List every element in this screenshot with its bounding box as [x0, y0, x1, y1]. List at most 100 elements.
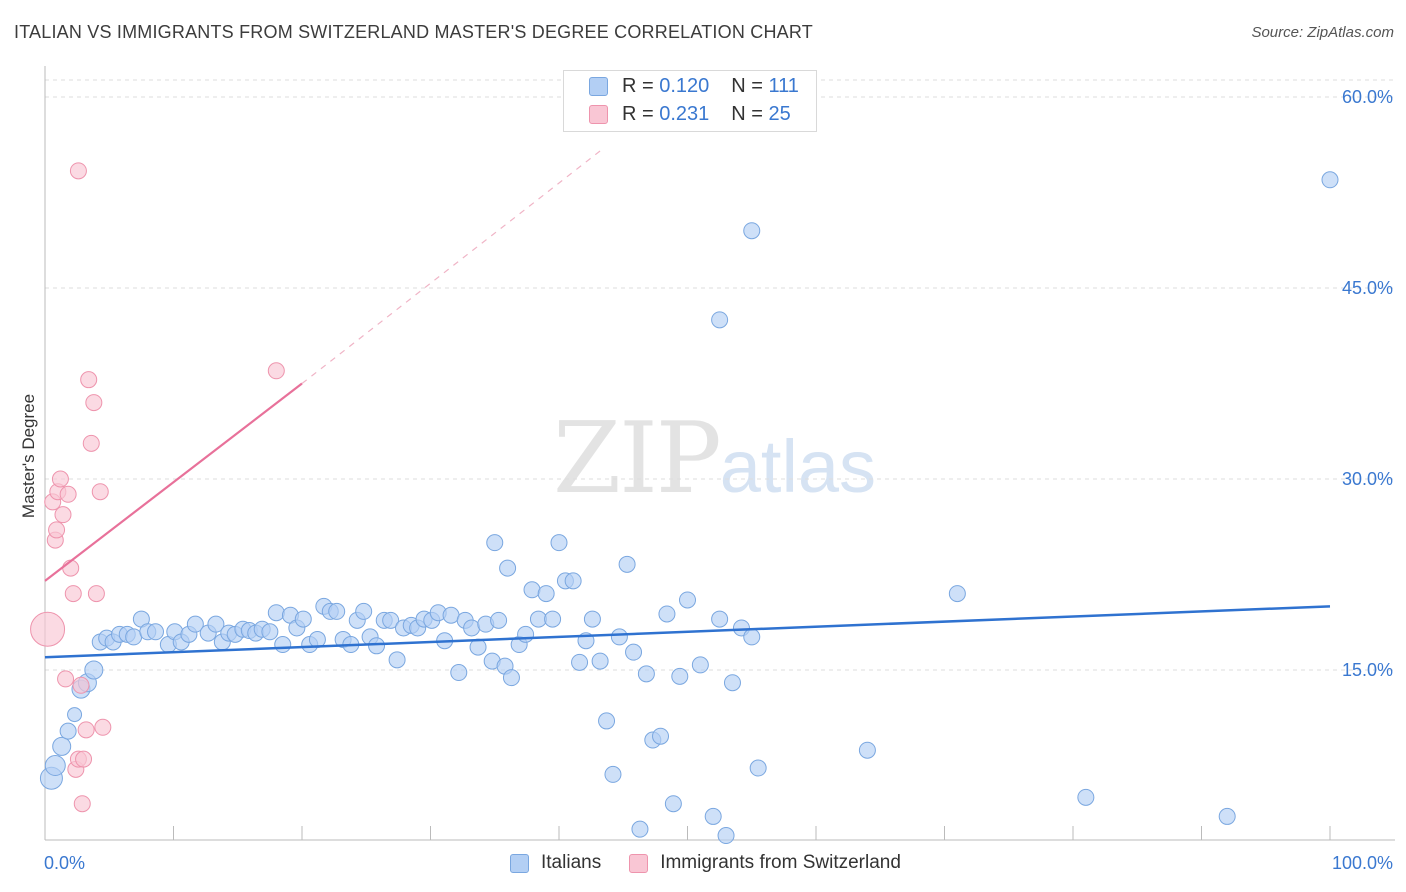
italians-point: [125, 628, 143, 646]
switzerland-point: [94, 718, 112, 736]
r-label: R =: [622, 74, 654, 97]
switzerland-point: [75, 750, 93, 768]
legend-item-switzerland[interactable]: Immigrants from Switzerland: [629, 852, 901, 874]
switzerland-point: [64, 585, 82, 603]
correlation-legend: R = 0.120 N = 111 R = 0.231 N = 25: [563, 70, 817, 132]
italians-point: [274, 636, 292, 654]
legend-item-italians[interactable]: Italians: [510, 852, 601, 874]
italians-point: [664, 795, 682, 813]
switzerland-point: [72, 676, 90, 694]
italians-point: [207, 615, 225, 633]
italians-point: [711, 610, 729, 628]
italians-point: [610, 628, 628, 646]
switzerland-point: [69, 162, 87, 180]
switzerland-trendline: [44, 382, 303, 582]
italians-point: [450, 664, 468, 682]
legend-label: Immigrants from Switzerland: [660, 852, 901, 873]
italians-point: [147, 623, 165, 641]
italians-point: [44, 755, 66, 776]
italians-point: [499, 559, 517, 577]
source-label: Source: ZipAtlas.com: [1251, 24, 1394, 41]
italians-point: [625, 643, 643, 661]
italians-point: [704, 807, 722, 825]
italians-point: [52, 736, 72, 756]
switzerland-point: [77, 721, 95, 739]
y-tick-label: 45.0%: [1342, 278, 1393, 298]
italians-point: [550, 534, 568, 552]
italians-point: [631, 820, 649, 838]
n-label: N =: [731, 74, 763, 97]
italians-trendline: [44, 605, 1331, 659]
switzerland-point: [59, 485, 77, 503]
italians-point: [537, 585, 555, 603]
italians-point: [743, 222, 761, 240]
italians-point: [571, 653, 589, 671]
legend-row-italians: R = 0.120 N = 111: [589, 74, 799, 98]
italians-point: [490, 611, 508, 629]
switzerland-point: [82, 434, 100, 452]
italians-point: [502, 669, 520, 687]
legend-row-switzerland: R = 0.231 N = 25: [589, 102, 791, 126]
italians-point: [604, 765, 622, 783]
italians-point: [1218, 807, 1236, 825]
switzerland-swatch: [589, 104, 608, 124]
series-legend: Italians Immigrants from Switzerland: [510, 852, 929, 874]
switzerland-point: [91, 483, 109, 501]
switzerland-point: [267, 362, 285, 380]
italians-point: [486, 534, 504, 552]
italians-point: [186, 615, 204, 633]
switzerland-point: [73, 795, 91, 813]
italians-swatch: [510, 853, 529, 873]
italians-point: [691, 656, 709, 674]
watermark: ZIPatlas: [553, 402, 876, 516]
switzerland-point: [87, 585, 105, 603]
italians-point: [59, 722, 77, 740]
italians-point: [382, 611, 400, 629]
n-value: 25: [768, 102, 791, 125]
y-tick-label: 15.0%: [1342, 660, 1393, 680]
watermark-zip: ZIP: [553, 402, 722, 516]
italians-point: [442, 606, 460, 624]
n-label: N =: [731, 102, 763, 125]
r-value: 0.120: [659, 74, 710, 97]
italians-point: [679, 591, 696, 609]
italians-point: [618, 555, 636, 573]
italians-point: [723, 674, 741, 692]
chart-title: ITALIAN VS IMMIGRANTS FROM SWITZERLAND M…: [14, 22, 813, 42]
italians-point: [544, 610, 562, 628]
r-label: R =: [622, 102, 654, 125]
italians-point: [529, 610, 547, 628]
x-tick-label: 100.0%: [1332, 853, 1393, 873]
switzerland-point: [30, 611, 66, 647]
switzerland-swatch: [629, 853, 649, 873]
italians-point: [517, 625, 535, 643]
y-tick-label: 60.0%: [1342, 87, 1393, 107]
italians-point: [583, 610, 601, 628]
italians-point: [1077, 788, 1095, 806]
legend-label: Italians: [541, 852, 602, 873]
italians-swatch: [589, 76, 608, 96]
italians-point: [463, 619, 481, 637]
switzerland-point: [57, 670, 75, 688]
watermark-atlas: atlas: [719, 425, 877, 508]
italians-point: [523, 581, 541, 599]
italians-point: [261, 623, 279, 641]
italians-point: [598, 712, 616, 730]
italians-point: [294, 610, 312, 628]
italians-point: [388, 651, 406, 669]
switzerland-point: [85, 394, 103, 412]
italians-point: [743, 628, 761, 646]
y-axis-label: Master's Degree: [19, 394, 38, 518]
italians-point: [948, 585, 966, 603]
italians-point: [711, 311, 729, 329]
switzerland-trendline-extension: [301, 147, 605, 384]
italians-point: [267, 604, 285, 622]
switzerland-point: [48, 521, 66, 539]
italians-point: [658, 605, 676, 623]
italians-point: [1321, 171, 1339, 189]
italians-point: [368, 637, 386, 655]
italians-point: [591, 652, 609, 670]
italians-point: [67, 707, 83, 723]
x-tick-label: 0.0%: [44, 853, 85, 873]
